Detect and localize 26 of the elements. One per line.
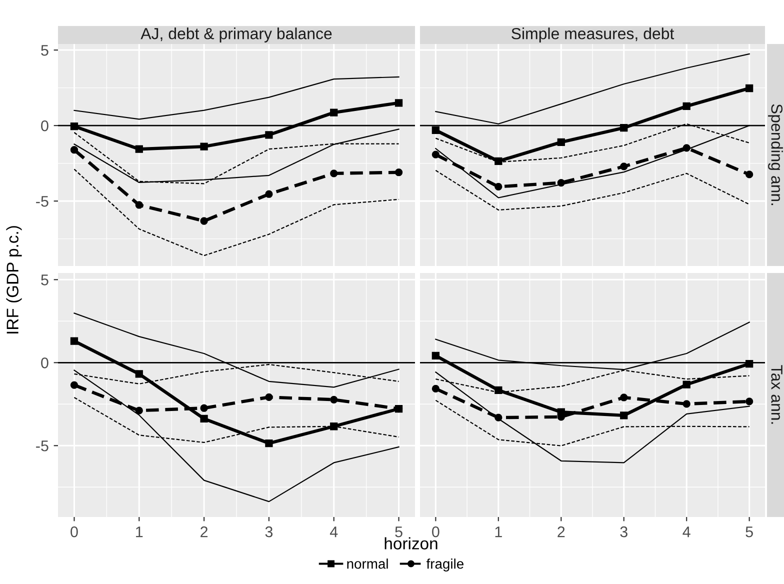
y-tick-label: 5 [41, 45, 48, 56]
x-tick-label: 1 [136, 526, 143, 538]
y-axis-title: IRF (GDP p.c.) [6, 226, 22, 334]
x-tick-label: 2 [200, 526, 208, 538]
x-tick-label: 4 [330, 526, 338, 538]
y-tick-label: 5 [41, 274, 48, 286]
x-axis-title: horizon [384, 537, 438, 550]
y2-axis-title: Spending ann. [768, 104, 783, 206]
x-tick-label: 1 [495, 526, 502, 538]
legend-label: fragile [426, 558, 464, 572]
x-tick-label: 4 [682, 526, 690, 538]
x-tick-label: 3 [265, 526, 273, 538]
y-tick-label: -5 [36, 196, 48, 207]
legend-label: normal [347, 558, 388, 569]
x-tick-label: 5 [746, 526, 753, 538]
x-tick-label: 5 [395, 526, 402, 538]
x-tick-label: 0 [70, 526, 78, 538]
x-tick-label: 3 [620, 526, 628, 538]
y-tick-label: 0 [41, 120, 48, 132]
y2-axis-title: Tax ann. [771, 365, 782, 424]
y-tick-label: 0 [41, 358, 48, 368]
x-tick-label: 2 [558, 526, 565, 538]
chart-title: Simple measures, debt [512, 28, 674, 42]
y-tick-label: -5 [36, 440, 48, 452]
x-tick-label: 0 [432, 526, 440, 538]
chart-title: AJ, debt & primary balance [140, 28, 332, 42]
